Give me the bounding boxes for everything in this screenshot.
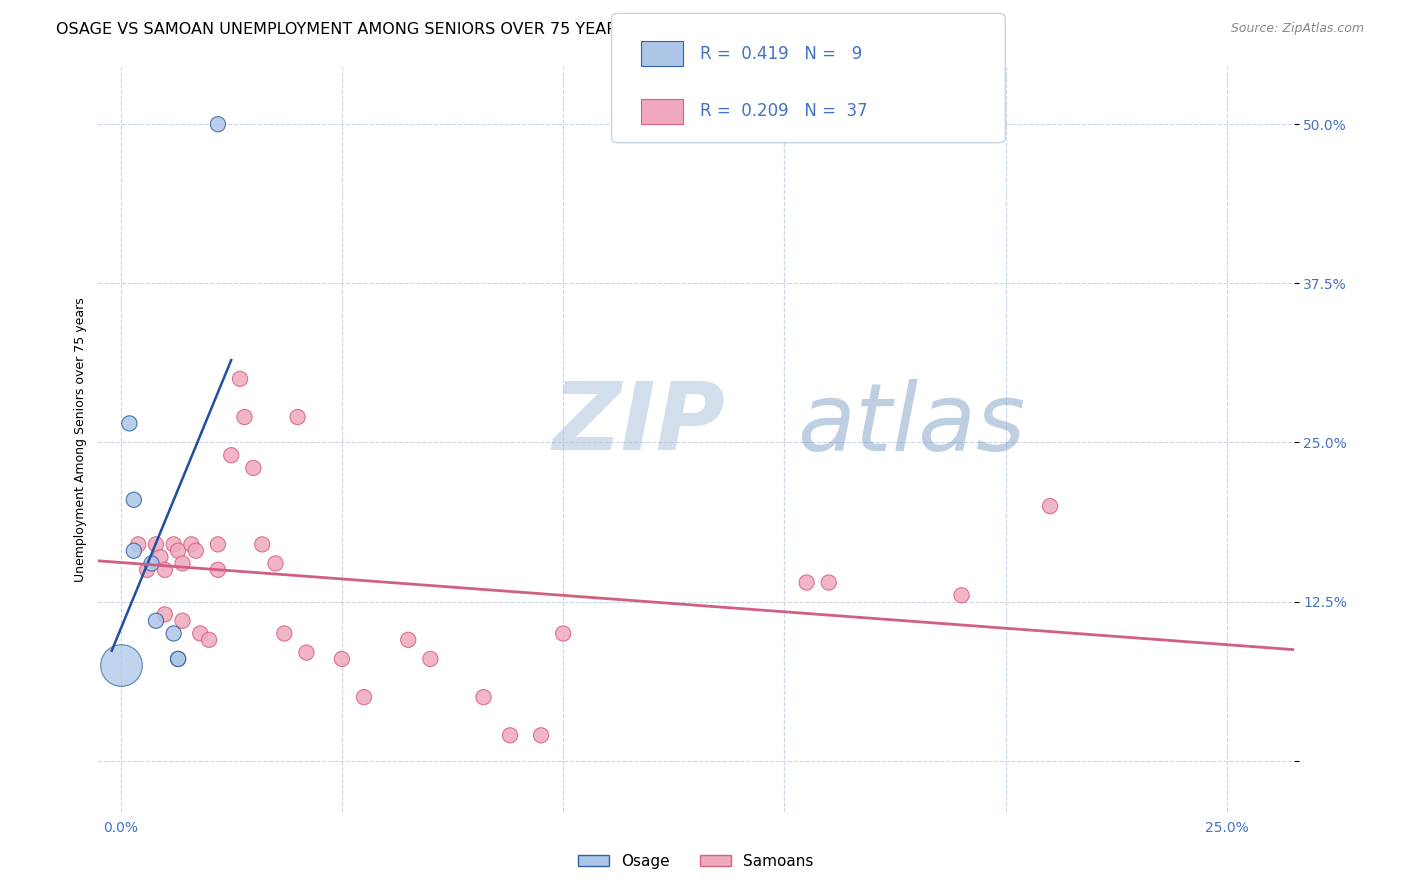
Point xyxy=(163,537,186,551)
Point xyxy=(172,614,194,628)
Point xyxy=(145,537,167,551)
Point xyxy=(188,626,211,640)
Text: OSAGE VS SAMOAN UNEMPLOYMENT AMONG SENIORS OVER 75 YEARS CORRELATION CHART: OSAGE VS SAMOAN UNEMPLOYMENT AMONG SENIO… xyxy=(56,22,807,37)
Point xyxy=(163,626,186,640)
Point xyxy=(145,614,167,628)
Legend: Osage, Samoans: Osage, Samoans xyxy=(572,847,820,875)
Point xyxy=(950,588,973,602)
Point xyxy=(167,652,190,666)
Point xyxy=(295,646,318,660)
Point xyxy=(153,563,176,577)
Point xyxy=(287,410,309,425)
Point xyxy=(207,117,229,131)
Point xyxy=(136,563,159,577)
Point xyxy=(472,690,495,705)
Text: Source: ZipAtlas.com: Source: ZipAtlas.com xyxy=(1230,22,1364,36)
Point xyxy=(167,652,190,666)
Point xyxy=(184,543,207,558)
Y-axis label: Unemployment Among Seniors over 75 years: Unemployment Among Seniors over 75 years xyxy=(75,297,87,582)
Point xyxy=(233,410,256,425)
Point xyxy=(219,448,242,462)
Point xyxy=(796,575,818,590)
Point xyxy=(172,557,194,571)
Point xyxy=(198,632,221,647)
Text: R =  0.419   N =   9: R = 0.419 N = 9 xyxy=(700,45,862,62)
Text: atlas: atlas xyxy=(797,379,1026,470)
Point xyxy=(499,728,522,742)
Text: ZIP: ZIP xyxy=(553,378,725,470)
Point xyxy=(264,557,287,571)
Point xyxy=(149,550,172,565)
Point xyxy=(207,563,229,577)
Point xyxy=(273,626,295,640)
Point xyxy=(553,626,575,640)
Point xyxy=(153,607,176,622)
Point xyxy=(180,537,202,551)
Point xyxy=(118,417,141,431)
Point xyxy=(127,537,149,551)
Point xyxy=(530,728,553,742)
Point xyxy=(242,461,264,475)
Point xyxy=(817,575,839,590)
Point xyxy=(122,543,145,558)
Point xyxy=(141,557,163,571)
Point xyxy=(250,537,273,551)
Point xyxy=(167,543,190,558)
Point xyxy=(229,372,252,386)
Point xyxy=(207,537,229,551)
Point xyxy=(330,652,353,666)
Point xyxy=(110,658,132,673)
Point xyxy=(122,492,145,507)
Point xyxy=(396,632,419,647)
Point xyxy=(1039,499,1062,513)
Text: R =  0.209   N =  37: R = 0.209 N = 37 xyxy=(700,103,868,120)
Point xyxy=(419,652,441,666)
Point xyxy=(353,690,375,705)
